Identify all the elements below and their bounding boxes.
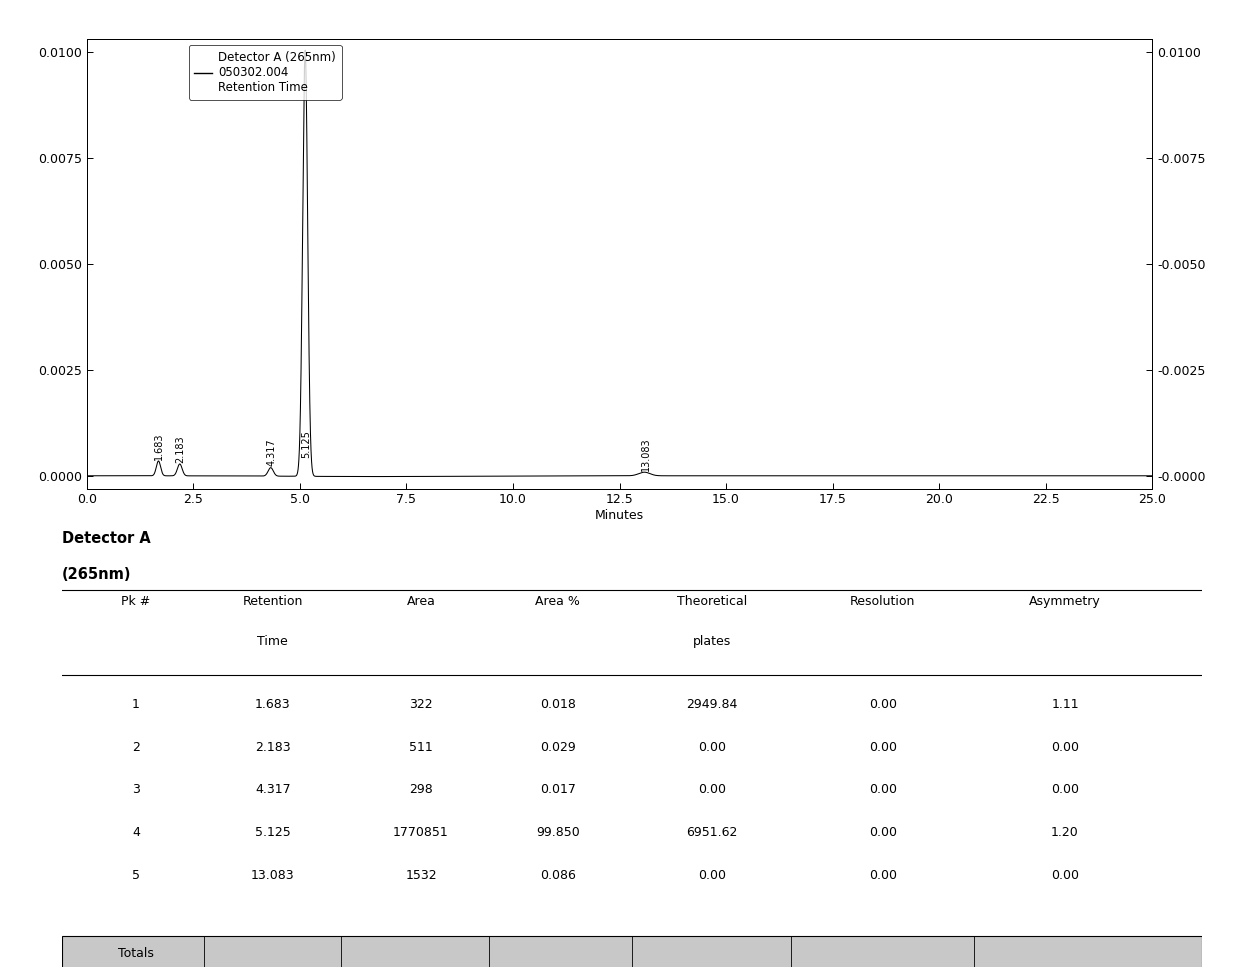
Text: 4.317: 4.317: [255, 784, 291, 796]
Text: Asymmetry: Asymmetry: [1030, 595, 1101, 608]
Text: 1532: 1532: [405, 869, 437, 881]
Text: 0.00: 0.00: [698, 741, 726, 753]
Text: 4.317: 4.317: [266, 439, 276, 466]
Text: 13.083: 13.083: [641, 438, 650, 471]
Text: 4: 4: [133, 826, 140, 839]
Text: 0.00: 0.00: [869, 826, 897, 839]
Text: 6951.62: 6951.62: [686, 826, 737, 839]
Text: Theoretical: Theoretical: [676, 595, 747, 608]
Text: Retention: Retention: [243, 595, 304, 608]
Text: 1: 1: [133, 698, 140, 711]
Text: 0.00: 0.00: [869, 741, 897, 753]
X-axis label: Minutes: Minutes: [595, 509, 644, 522]
Text: 2.183: 2.183: [176, 435, 186, 463]
Text: 0.029: 0.029: [540, 741, 576, 753]
Text: Totals: Totals: [118, 948, 154, 960]
Text: 2949.84: 2949.84: [686, 698, 737, 711]
Text: 0.00: 0.00: [1051, 741, 1079, 753]
Text: Detector A: Detector A: [62, 531, 151, 546]
Text: 0.00: 0.00: [869, 698, 897, 711]
Text: 0.00: 0.00: [1051, 869, 1079, 881]
Text: 298: 298: [409, 784, 432, 796]
Text: 1.683: 1.683: [154, 432, 165, 459]
Text: 1770851: 1770851: [393, 826, 449, 839]
Text: 3: 3: [133, 784, 140, 796]
Text: 99.850: 99.850: [536, 826, 580, 839]
Text: plates: plates: [693, 635, 731, 648]
Text: 511: 511: [409, 741, 432, 753]
Text: 13.083: 13.083: [252, 869, 295, 881]
Text: Area %: Area %: [535, 595, 580, 608]
Text: 0.086: 0.086: [540, 869, 576, 881]
Text: Area: Area: [406, 595, 435, 608]
Text: 0.017: 0.017: [540, 784, 576, 796]
Text: 5.125: 5.125: [255, 826, 291, 839]
Text: 0.00: 0.00: [698, 784, 726, 796]
Text: 1.683: 1.683: [255, 698, 291, 711]
Legend: Detector A (265nm)
050302.004
Retention Time: Detector A (265nm) 050302.004 Retention …: [188, 45, 342, 100]
Text: Pk #: Pk #: [121, 595, 151, 608]
Text: 322: 322: [409, 698, 432, 711]
Text: 1.20: 1.20: [1051, 826, 1079, 839]
Text: 0.00: 0.00: [869, 784, 897, 796]
Text: 0.018: 0.018: [540, 698, 576, 711]
Text: 0.00: 0.00: [698, 869, 726, 881]
Text: 2.183: 2.183: [255, 741, 291, 753]
Text: 1.11: 1.11: [1051, 698, 1079, 711]
Text: Resolution: Resolution: [850, 595, 916, 608]
Text: Time: Time: [258, 635, 289, 648]
Text: 0.00: 0.00: [869, 869, 897, 881]
Text: (265nm): (265nm): [62, 568, 131, 582]
Text: 0.00: 0.00: [1051, 784, 1079, 796]
Bar: [62, 936, 1202, 977]
Text: 2: 2: [133, 741, 140, 753]
Text: 5: 5: [133, 869, 140, 881]
Text: 5.125: 5.125: [301, 430, 311, 458]
